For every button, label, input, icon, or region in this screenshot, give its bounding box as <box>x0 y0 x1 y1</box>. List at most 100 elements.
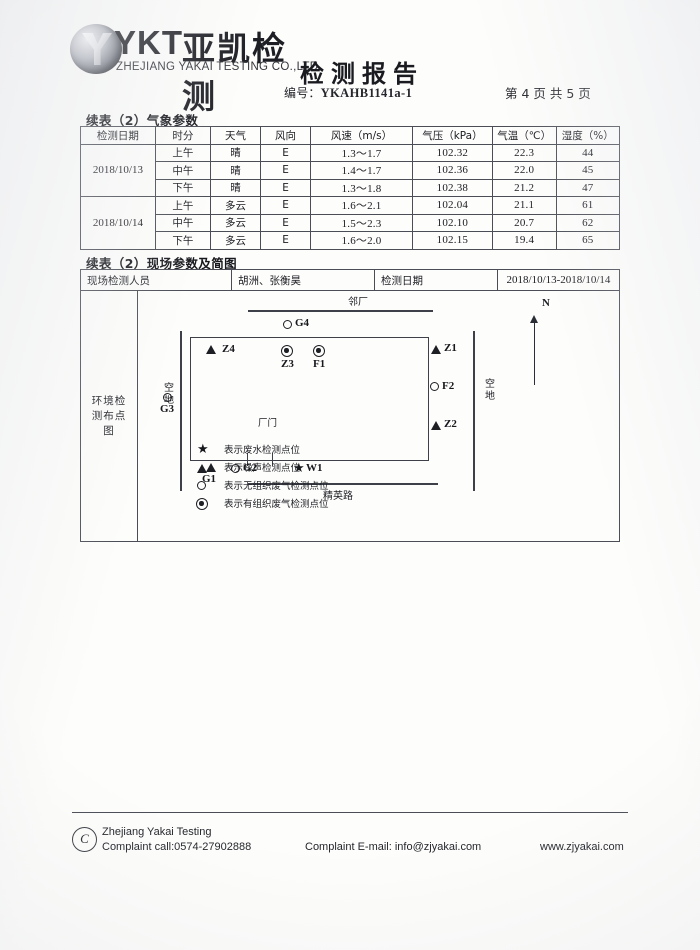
report-number-value: YKAHB1141a-1 <box>320 86 413 100</box>
label-neighbor-factory: 邻厂 <box>348 297 368 308</box>
footer-complaint-phone: Complaint call:0574-27902888 <box>102 841 252 853</box>
cell-time: 上午 <box>154 143 211 162</box>
cell-temp: 20.7 <box>491 213 557 232</box>
cell-pressure: 102.38 <box>411 178 493 197</box>
cell-pressure: 102.10 <box>411 213 493 232</box>
cell-time: 下午 <box>154 178 211 197</box>
cell-wind-dir: E <box>260 178 312 197</box>
point-symbol-F2 <box>313 345 325 357</box>
cell-temp: 21.2 <box>491 178 557 197</box>
label-north: N <box>542 297 550 309</box>
document-header: YKT 亚凯检测 ZHEJIANG YAKAI TESTING CO.,LTD … <box>0 0 700 116</box>
footer-divider <box>72 812 628 814</box>
page-indicator: 第 4 页 共 5 页 <box>505 86 591 101</box>
point-label-G1: F2 <box>442 380 455 392</box>
cell-wind-speed: 1.6～2.0 <box>310 231 413 250</box>
col-time: 时分 <box>154 126 211 145</box>
point-label-F2: F1 <box>313 358 326 370</box>
footer-website: www.zjyakai.com <box>540 841 624 853</box>
report-number-label: 编号： <box>284 86 321 100</box>
label-open-land-right: 空地 <box>485 379 495 402</box>
col-weather: 天气 <box>209 126 262 145</box>
cell-wind-dir: E <box>260 231 312 250</box>
cell-pressure: 102.32 <box>411 143 493 162</box>
personnel-value: 胡洲、张衡昊 <box>230 269 375 291</box>
point-symbol-Z4 <box>206 345 216 354</box>
footer-complaint-email: Complaint E-mail: info@zjyakai.com <box>305 841 482 853</box>
cell-temp: 22.0 <box>491 161 557 180</box>
cell-wind-speed: 1.5～2.3 <box>310 213 413 232</box>
cell-weather: 多云 <box>209 213 262 232</box>
company-logo: YKT 亚凯检测 ZHEJIANG YAKAI TESTING CO.,LTD <box>70 22 320 116</box>
double-circle-icon <box>196 498 212 511</box>
cell-wind-dir: E <box>260 213 312 232</box>
cell-date: 2018/10/14 <box>80 196 156 250</box>
col-humidity: 湿度（%） <box>555 126 621 145</box>
personnel-label: 现场检测人员 <box>80 269 232 291</box>
inspection-date-value: 2018/10/13-2018/10/14 <box>496 269 621 291</box>
table-row: 环境检测布点图 邻厂 空地 空地 N <box>80 290 620 542</box>
north-arrow-shaft <box>534 323 536 385</box>
boundary-top-line <box>248 310 433 312</box>
cell-weather: 多云 <box>209 196 262 215</box>
cell-wind-dir: E <box>260 161 312 180</box>
legend-label-wastewater: 表示废水检测点位 <box>224 445 301 456</box>
cell-weather: 晴 <box>209 161 262 180</box>
cell-time: 上午 <box>154 196 211 215</box>
cell-date: 2018/10/13 <box>80 143 156 197</box>
legend-label-fugitive-gas: 表示无组织废气检测点位 <box>224 481 329 492</box>
table-header-row: 检测日期 时分 天气 风向 风速（m/s） 气压（kPa） 气温（℃） 湿度（%… <box>80 126 621 145</box>
col-date: 检测日期 <box>80 126 156 145</box>
table-row: 下午 晴 E 1.3～1.8 102.38 21.2 47 <box>81 178 621 197</box>
complaint-badge-icon: C <box>72 827 97 852</box>
environmental-monitoring-diagram: 邻厂 空地 空地 N <box>138 291 619 541</box>
point-symbol-G1 <box>430 382 439 391</box>
cell-pressure: 102.15 <box>411 231 493 250</box>
north-arrow-icon <box>530 315 538 323</box>
point-label-G4: G4 <box>295 317 310 329</box>
point-symbol-G4 <box>283 320 292 329</box>
cell-weather: 晴 <box>209 178 262 197</box>
col-temp: 气温（℃） <box>491 126 557 145</box>
point-label-Z1: Z1 <box>444 342 457 354</box>
inspection-date-label: 检测日期 <box>373 269 498 291</box>
col-wind-dir: 风向 <box>260 126 312 145</box>
cell-pressure: 102.36 <box>411 161 493 180</box>
report-number: 编号：YKAHB1141a-1 <box>284 84 412 101</box>
logo-english-name: ZHEJIANG YAKAI TESTING CO.,LTD <box>116 61 319 73</box>
cell-pressure: 102.04 <box>411 196 493 215</box>
cell-time: 中午 <box>154 161 211 180</box>
cell-wind-speed: 1.6～2.1 <box>310 196 413 215</box>
label-factory-gate: 厂门 <box>258 418 278 429</box>
cell-temp: 22.3 <box>491 143 557 162</box>
cell-humidity: 44 <box>555 143 621 162</box>
table-row: 2018/10/14 上午 多云 E 1.6～2.1 102.04 21.1 6… <box>80 196 621 250</box>
cell-weather: 多云 <box>209 231 262 250</box>
cell-wind-speed: 1.3～1.8 <box>310 178 413 197</box>
table-row: 中午 晴 E 1.4～1.7 102.36 22.0 45 <box>81 161 621 180</box>
cell-weather: 晴 <box>209 143 262 162</box>
point-symbol-Z2 <box>431 421 441 430</box>
cell-temp: 19.4 <box>491 231 557 250</box>
point-label-W1: W1 <box>306 462 323 474</box>
point-label-F1: Z3 <box>281 358 294 370</box>
star-icon: ★ <box>197 442 209 457</box>
cell-wind-speed: 1.4～1.7 <box>310 161 413 180</box>
point-label-Z2: Z2 <box>444 418 457 430</box>
cell-humidity: 61 <box>555 196 621 215</box>
weather-parameters-table: 检测日期 时分 天气 风向 风速（m/s） 气压（kPa） 气温（℃） 湿度（%… <box>80 126 621 250</box>
col-wind-speed: 风速（m/s） <box>310 126 413 145</box>
legend-label-organized-gas: 表示有组织废气检测点位 <box>224 499 329 510</box>
cell-humidity: 65 <box>555 231 621 250</box>
cell-wind-dir: E <box>260 143 312 162</box>
table-row: 中午 多云 E 1.5～2.3 102.10 20.7 62 <box>81 213 621 232</box>
table-row: 现场检测人员 胡洲、张衡昊 检测日期 2018/10/13-2018/10/14 <box>80 269 621 291</box>
table-row: 下午 多云 E 1.6～2.0 102.15 19.4 65 <box>81 231 621 250</box>
col-pressure: 气压（kPa） <box>411 126 493 145</box>
boundary-left-line <box>180 331 182 491</box>
circle-icon <box>196 480 212 493</box>
point-label-Z4: Z4 <box>222 343 235 355</box>
table-row: 2018/10/13 上午 晴 E 1.3～1.7 102.32 22.3 44 <box>80 143 621 197</box>
site-parameters-table: 现场检测人员 胡洲、张衡昊 检测日期 2018/10/13-2018/10/14… <box>80 269 621 542</box>
